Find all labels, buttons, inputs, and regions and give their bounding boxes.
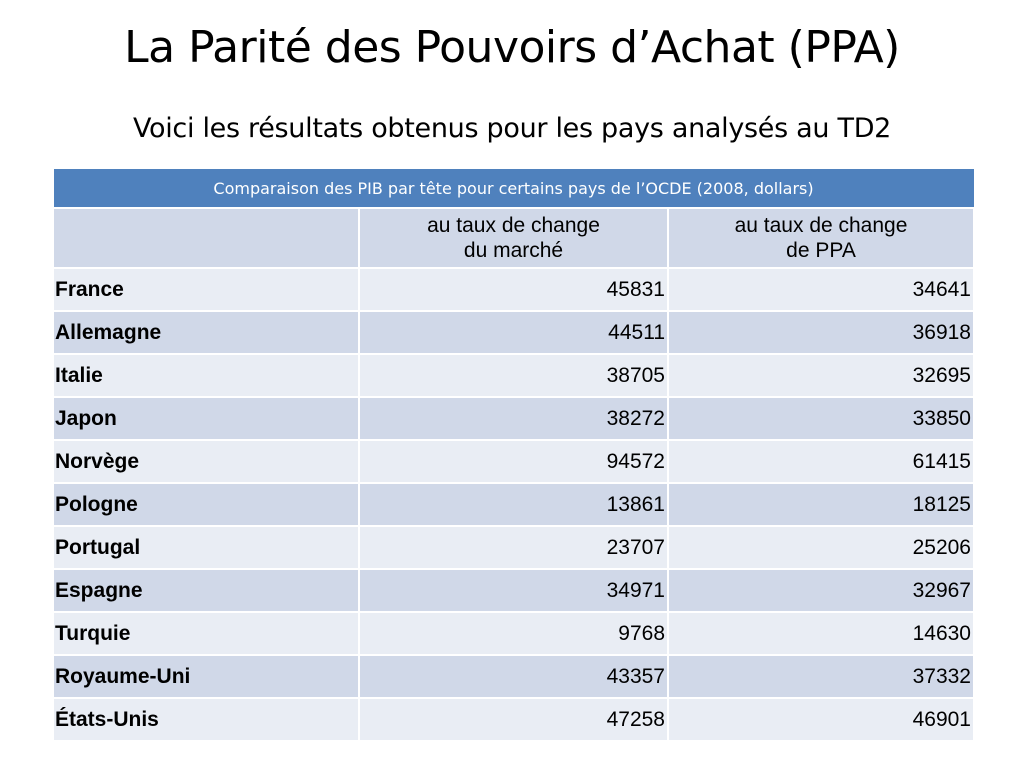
- column-header-ppa-line2: de PPA: [786, 239, 856, 262]
- market-rate-cell: 44511: [358, 310, 669, 355]
- ppa-rate-cell: 46901: [667, 697, 975, 742]
- market-rate-cell: 23707: [358, 525, 669, 570]
- ppa-rate-cell: 33850: [667, 396, 975, 441]
- column-header-country: [52, 207, 360, 269]
- market-rate-cell: 43357: [358, 654, 669, 699]
- country-cell: Japon: [52, 396, 360, 441]
- column-header-market-rate: au taux de change du marché: [358, 207, 669, 269]
- table-row: Espagne 34971 32967: [52, 568, 975, 613]
- ppa-rate-cell: 36918: [667, 310, 975, 355]
- ppa-rate-cell: 18125: [667, 482, 975, 527]
- country-cell: France: [52, 267, 360, 312]
- table-row: Turquie 9768 14630: [52, 611, 975, 656]
- table-row: États-Unis 47258 46901: [52, 697, 975, 742]
- market-rate-cell: 9768: [358, 611, 669, 656]
- table-caption: Comparaison des PIB par tête pour certai…: [52, 168, 975, 209]
- country-cell: Turquie: [52, 611, 360, 656]
- country-cell: Espagne: [52, 568, 360, 613]
- table-row: Norvège 94572 61415: [52, 439, 975, 484]
- slide-subtitle: Voici les résultats obtenus pour les pay…: [132, 113, 892, 144]
- market-rate-cell: 94572: [358, 439, 669, 484]
- slide-title: La Parité des Pouvoirs d’Achat (PPA): [124, 22, 900, 73]
- table-row: Royaume-Uni 43357 37332: [52, 654, 975, 699]
- country-cell: Pologne: [52, 482, 360, 527]
- country-cell: Allemagne: [52, 310, 360, 355]
- column-header-market-line2: du marché: [463, 239, 564, 262]
- table-row: Japon 38272 33850: [52, 396, 975, 441]
- ppa-rate-cell: 37332: [667, 654, 975, 699]
- country-cell: Italie: [52, 353, 360, 398]
- market-rate-cell: 38705: [358, 353, 669, 398]
- ppa-rate-cell: 32695: [667, 353, 975, 398]
- table-row: Pologne 13861 18125: [52, 482, 975, 527]
- country-cell: Portugal: [52, 525, 360, 570]
- table-row: Allemagne 44511 36918: [52, 310, 975, 355]
- table-row: Italie 38705 32695: [52, 353, 975, 398]
- ppa-rate-cell: 34641: [667, 267, 975, 312]
- market-rate-cell: 47258: [358, 697, 669, 742]
- country-cell: Norvège: [52, 439, 360, 484]
- table-header-row: au taux de change du marché au taux de c…: [52, 207, 975, 269]
- country-cell: Royaume-Uni: [52, 654, 360, 699]
- ppa-rate-cell: 32967: [667, 568, 975, 613]
- table-row: France 45831 34641: [52, 267, 975, 312]
- column-header-ppa-line1: au taux de change: [734, 214, 908, 237]
- country-cell: États-Unis: [52, 697, 360, 742]
- gdp-comparison-table: Comparaison des PIB par tête pour certai…: [52, 168, 975, 742]
- ppa-rate-cell: 25206: [667, 525, 975, 570]
- market-rate-cell: 13861: [358, 482, 669, 527]
- ppa-rate-cell: 61415: [667, 439, 975, 484]
- market-rate-cell: 38272: [358, 396, 669, 441]
- ppa-rate-cell: 14630: [667, 611, 975, 656]
- table-row: Portugal 23707 25206: [52, 525, 975, 570]
- column-header-market-line1: au taux de change: [427, 214, 600, 237]
- market-rate-cell: 34971: [358, 568, 669, 613]
- market-rate-cell: 45831: [358, 267, 669, 312]
- table-caption-row: Comparaison des PIB par tête pour certai…: [52, 168, 975, 209]
- column-header-ppa-rate: au taux de change de PPA: [667, 207, 975, 269]
